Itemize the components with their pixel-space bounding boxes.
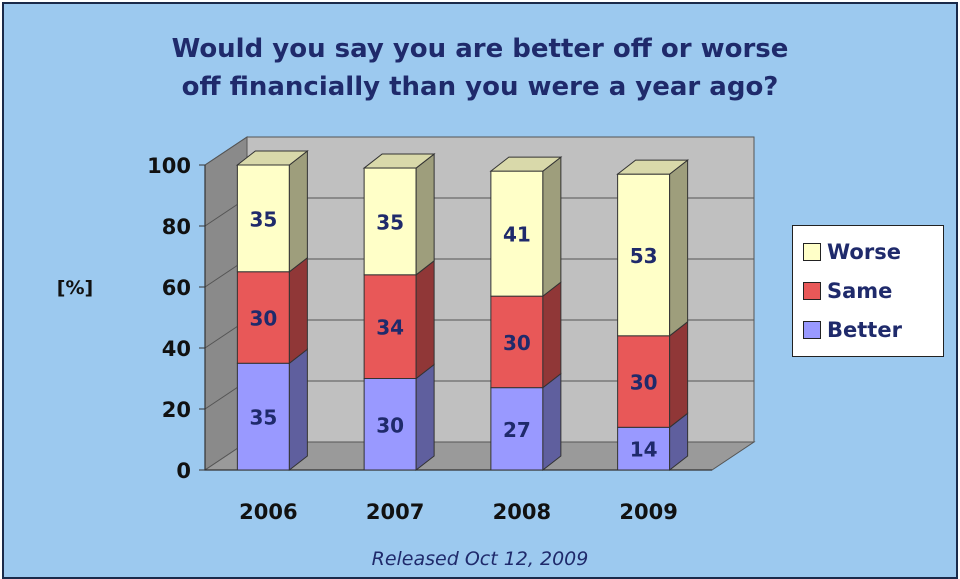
data-label-better-2008: 27 — [503, 418, 531, 442]
legend-item-worse: Worse — [803, 238, 901, 266]
bar-side-same-2008 — [542, 281, 562, 389]
bar-worse-2008 — [490, 170, 544, 297]
y-tick-label-60: 60 — [162, 276, 191, 300]
legend-label-worse: Worse — [827, 240, 901, 264]
bar-side-same-2006 — [288, 256, 308, 365]
x-tick-label-2009: 2009 — [619, 500, 677, 524]
legend-swatch-better — [803, 321, 821, 339]
legend-item-better: Better — [803, 316, 902, 344]
bar-same-2007 — [363, 274, 417, 379]
y-tick-label-100: 100 — [147, 154, 191, 178]
legend-swatch-worse — [803, 243, 821, 261]
bar-top-2007 — [362, 153, 436, 169]
y-tick-label-20: 20 — [162, 398, 191, 422]
bar-better-2006 — [236, 362, 290, 471]
bar-side-same-2009 — [669, 320, 689, 429]
data-label-worse-2007: 35 — [376, 210, 404, 234]
bar-side-worse-2007 — [415, 153, 435, 276]
bar-top-2009 — [616, 159, 690, 175]
bar-same-2006 — [236, 271, 290, 364]
data-label-worse-2009: 53 — [630, 244, 658, 268]
legend-swatch-same — [803, 282, 821, 300]
data-label-better-2006: 35 — [249, 406, 277, 430]
chart-legend: Worse Same Better — [792, 225, 944, 357]
x-tick-label-2008: 2008 — [493, 500, 551, 524]
bar-top-2008 — [489, 156, 563, 172]
bar-top-2006 — [235, 150, 309, 166]
data-label-same-2007: 34 — [376, 316, 404, 340]
y-tick-label-0: 0 — [176, 459, 191, 483]
bar-worse-2006 — [236, 164, 290, 273]
bar-worse-2007 — [363, 167, 417, 276]
data-label-same-2009: 30 — [630, 371, 658, 395]
bar-side-same-2007 — [415, 259, 435, 380]
bar-side-worse-2006 — [288, 149, 308, 273]
data-label-worse-2008: 41 — [503, 223, 531, 247]
bar-side-better-2008 — [542, 372, 562, 472]
y-tick-label-40: 40 — [162, 337, 191, 361]
bar-same-2008 — [490, 295, 544, 389]
bar-better-2009 — [617, 426, 671, 471]
legend-label-same: Same — [827, 279, 893, 303]
data-label-better-2009: 14 — [630, 438, 658, 462]
bar-side-worse-2009 — [669, 159, 689, 337]
bar-side-worse-2008 — [542, 156, 562, 298]
bar-side-better-2007 — [415, 363, 435, 472]
data-label-same-2006: 30 — [249, 307, 277, 331]
legend-item-same: Same — [803, 277, 892, 305]
x-tick-label-2006: 2006 — [239, 500, 297, 524]
bar-worse-2009 — [617, 173, 671, 337]
chart-title: Would you say you are better off or wors… — [171, 34, 789, 102]
y-axis-label: [%] — [57, 277, 93, 299]
gridline-100 — [204, 136, 754, 166]
x-tick-label-2007: 2007 — [366, 500, 424, 524]
data-label-worse-2006: 35 — [249, 207, 277, 231]
legend-label-better: Better — [827, 318, 902, 342]
bar-side-better-2006 — [288, 348, 308, 472]
data-label-same-2008: 30 — [503, 331, 531, 355]
y-tick-label-80: 80 — [162, 215, 191, 239]
data-label-better-2007: 30 — [376, 413, 404, 437]
release-caption: Released Oct 12, 2009 — [371, 548, 589, 570]
